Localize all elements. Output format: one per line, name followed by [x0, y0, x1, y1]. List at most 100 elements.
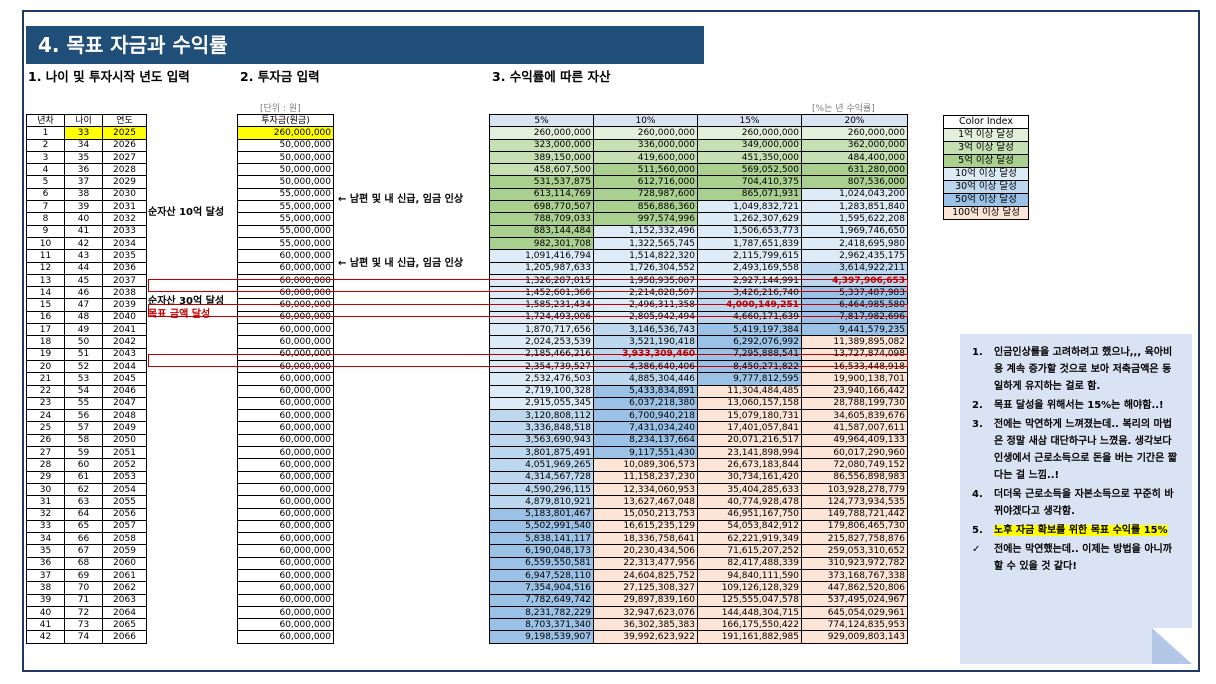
color-index-item: 5억 이상 달성 [943, 155, 1029, 168]
calendar-year-cell: 2026 [102, 138, 147, 152]
asset-cell-rate-20: 631,280,000 [801, 163, 908, 177]
asset-cell-rate-5: 4,314,567,728 [489, 470, 594, 484]
asset-cell-rate-5: 883,144,484 [489, 224, 594, 238]
age-cell: 36 [64, 163, 103, 177]
asset-cell-rate-10: 20,230,434,506 [593, 544, 698, 558]
table-row: 1,452,601,366 2,214,828,507 3,426,216,740 5… [489, 286, 908, 300]
asset-cell-rate-15: 62,221,919,349 [697, 532, 802, 546]
calendar-year-cell: 2057 [102, 519, 147, 534]
asset-cell-rate-20: 23,940,166,442 [801, 384, 908, 398]
table-row: 458,607,500 511,560,000 569,052,500 631,280… [489, 163, 908, 177]
age-cell: 49 [64, 323, 103, 337]
investment-cell: 60,000,000 [237, 544, 334, 558]
investment-cell: 60,000,000 [237, 261, 334, 275]
memo-item-number: 1. [972, 347, 983, 358]
table-row: 3,120,808,112 6,700,940,218 15,079,180,731… [489, 409, 908, 423]
memo-item-text: 인금인상률을 고려하려고 했으나,,, 육아비용 계속 증가할 것으로 보아 저… [994, 347, 1173, 392]
table-row: 60,000,000 [237, 519, 334, 534]
year-index-cell: 19 [26, 347, 65, 361]
table-row: 788,709,033 997,574,996 1,262,307,629 1,595… [489, 212, 908, 226]
investment-cell: 60,000,000 [237, 446, 334, 460]
calendar-year-cell: 2054 [102, 482, 147, 497]
table-row: 883,144,484 1,152,332,496 1,506,653,773 1,9… [489, 224, 908, 238]
table-row: 1 33 2025 [26, 126, 147, 140]
calendar-year-cell: 2041 [102, 323, 147, 337]
investment-cell: 55,000,000 [237, 212, 334, 226]
investment-cell: 55,000,000 [237, 187, 334, 202]
year-index-cell: 27 [26, 446, 65, 460]
note-salary-raise-1: ← 남편 및 내 신급, 임금 인상 [338, 194, 464, 205]
asset-cell-rate-15: 20,071,216,517 [697, 433, 802, 448]
table-row: 40 72 2064 [26, 605, 147, 620]
year-index-cell: 39 [26, 593, 65, 607]
table-row: 55,000,000 [237, 224, 334, 238]
year-index-cell: 7 [26, 200, 65, 214]
table-row: 4,879,810,921 13,627,467,048 40,774,928,47… [489, 495, 908, 509]
table-row: 60,000,000 [237, 532, 334, 546]
asset-cell-rate-10: 1,322,565,745 [593, 236, 698, 251]
memo-item: 3. 전에는 막연하게 느껴졌는데.. 복리의 마법은 정말 새삼 대단하구나 느… [968, 416, 1180, 484]
table-row: 11 43 2035 [26, 249, 147, 263]
calendar-year-cell: 2042 [102, 335, 147, 349]
asset-cell-rate-15: 94,840,111,590 [697, 568, 802, 583]
asset-cell-rate-15: 260,000,000 [697, 126, 802, 140]
age-cell: 40 [64, 212, 103, 226]
asset-cell-rate-10: 8,234,137,664 [593, 433, 698, 448]
table-row: 60,000,000 [237, 507, 334, 521]
table-row: 4,314,567,728 11,158,237,230 30,734,161,42… [489, 470, 908, 484]
asset-cell-rate-20: 259,053,310,652 [801, 544, 908, 558]
asset-cell-rate-15: 82,417,488,339 [697, 556, 802, 570]
asset-cell-rate-20: 49,964,409,133 [801, 433, 908, 448]
investment-cell: 50,000,000 [237, 175, 334, 189]
highlight-row-15 [148, 304, 908, 317]
asset-cell-rate-10: 3,521,190,418 [593, 335, 698, 349]
asset-cell-rate-15: 144,448,304,715 [697, 605, 802, 620]
rate-unit-label: [%는 년 수익률] [812, 104, 875, 114]
table-row: 10 42 2034 [26, 236, 147, 251]
age-cell: 51 [64, 347, 103, 361]
age-cell: 54 [64, 384, 103, 398]
investment-cell: 60,000,000 [237, 323, 334, 337]
calendar-year-cell: 2060 [102, 556, 147, 570]
asset-cell-rate-10: 1,514,822,320 [593, 249, 698, 263]
table-row: 38 70 2062 [26, 581, 147, 595]
table-row: 41 73 2065 [26, 618, 147, 632]
asset-cell-rate-5: 1,205,987,633 [489, 261, 594, 275]
asset-cell-rate-20: 19,900,138,701 [801, 372, 908, 386]
asset-cell-rate-20: 28,788,199,730 [801, 396, 908, 411]
table-row: 260,000,000 [237, 126, 334, 140]
asset-cell-rate-15: 451,350,000 [697, 150, 802, 165]
table-row: 50,000,000 [237, 138, 334, 152]
section-asset-by-rate: 3. 수익률에 따른 자산 [492, 69, 611, 84]
asset-cell-rate-15: 11,304,484,485 [697, 384, 802, 398]
calendar-year-cell: 2043 [102, 347, 147, 361]
year-index-cell: 12 [26, 261, 65, 275]
asset-cell-rate-5: 2,532,476,503 [489, 372, 594, 386]
asset-cell-rate-10: 1,152,332,496 [593, 224, 698, 238]
table-row: 60,000,000 [237, 605, 334, 620]
color-index-item: 1억 이상 달성 [943, 129, 1029, 142]
note-goal-reached: 목표 금액 달성 [148, 309, 211, 320]
table-row: 35 67 2059 [26, 544, 147, 558]
age-cell: 58 [64, 433, 103, 448]
page-title: 4. 목표 자금과 수익률 [26, 26, 704, 64]
table-row: 60,000,000 [237, 421, 334, 435]
asset-cell-rate-5: 3,120,808,112 [489, 409, 594, 423]
asset-cell-rate-5: 1,870,717,656 [489, 323, 594, 337]
asset-cell-rate-5: 2,719,100,328 [489, 384, 594, 398]
calendar-year-cell: 2059 [102, 544, 147, 558]
asset-cell-rate-5: 4,590,296,115 [489, 482, 594, 497]
memo-item-number: 3. [972, 419, 983, 430]
table-row: 34 66 2058 [26, 532, 147, 546]
table-row: 55,000,000 [237, 236, 334, 251]
asset-cell-rate-10: 22,313,477,956 [593, 556, 698, 570]
year-index-cell: 10 [26, 236, 65, 251]
color-index-item: 50억 이상 달성 [943, 194, 1029, 207]
asset-cell-rate-20: 260,000,000 [801, 126, 908, 140]
asset-cell-rate-5: 8,231,782,229 [489, 605, 594, 620]
asset-cell-rate-15: 1,049,832,721 [697, 200, 802, 214]
year-index-cell: 37 [26, 568, 65, 583]
calendar-year-cell: 2045 [102, 372, 147, 386]
asset-cell-rate-5: 3,563,690,943 [489, 433, 594, 448]
age-cell: 63 [64, 495, 103, 509]
